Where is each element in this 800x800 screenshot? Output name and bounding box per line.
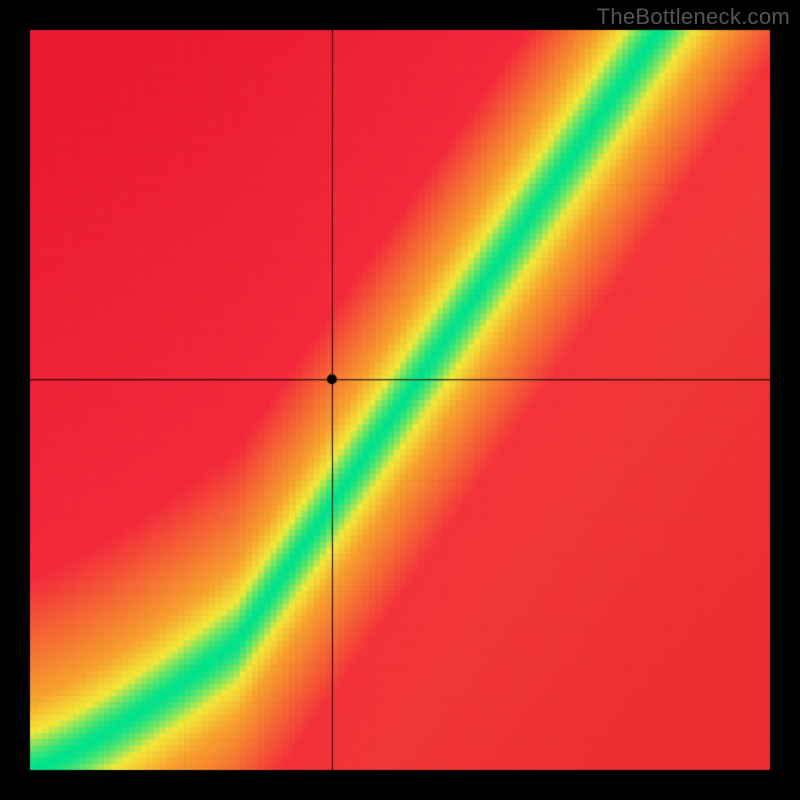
watermark-text: TheBottleneck.com	[597, 4, 790, 30]
chart-container: TheBottleneck.com	[0, 0, 800, 800]
heatmap-canvas	[0, 0, 800, 800]
